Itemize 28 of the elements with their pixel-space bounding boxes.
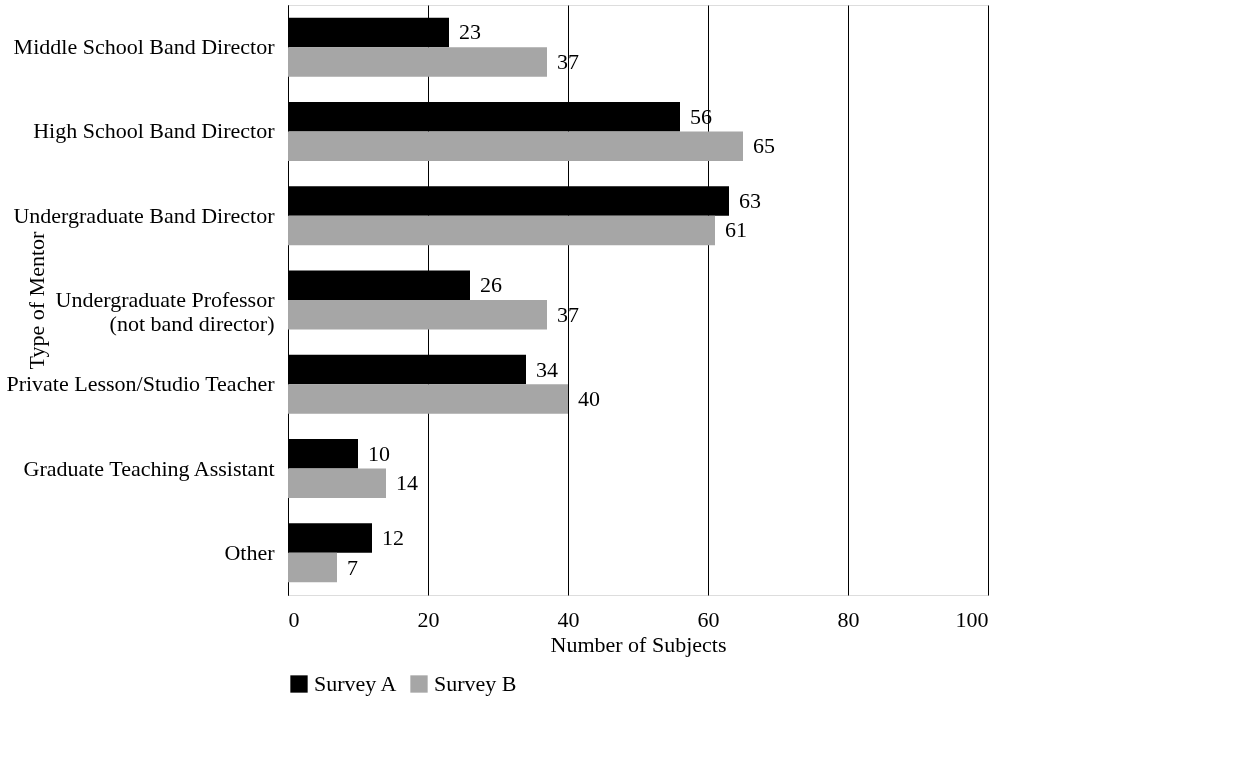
data-label: 63 [739,187,761,213]
data-label: 14 [396,470,418,496]
data-label: 34 [536,356,558,382]
data-label: 40 [578,386,600,412]
y-tick-label: Undergraduate Band Director [13,202,276,228]
y-axis-title: Type of Mentor [23,230,49,370]
data-label: 23 [459,19,481,45]
legend-label: Survey A [314,671,397,696]
legend-label: Survey B [434,671,517,696]
data-label: 10 [368,440,390,466]
data-label: 61 [725,217,747,243]
y-tick-label: Undergraduate Professor (not band director) [55,287,276,336]
x-tick-label: 60 [697,606,720,632]
y-tick-label: High School Band Director [33,118,276,144]
x-tick-label: 40 [557,606,580,632]
y-tick-label: Middle School Band Director [13,34,276,60]
x-tick-label: 100 [955,606,989,632]
data-label: 65 [753,133,775,159]
data-label: 26 [480,272,502,298]
y-tick-label: Other [224,539,276,565]
data-label: 12 [382,525,404,551]
y-tick-label: Private Lesson/Studio Teacher [6,371,276,397]
x-tick-label: 80 [837,606,860,632]
x-tick-label: 0 [288,606,300,632]
y-tick-label: Graduate Teaching Assistant [23,455,275,481]
x-tick-label: 20 [417,606,440,632]
x-axis-title: Number of Subjects [550,631,727,657]
data-label: 7 [347,554,358,580]
